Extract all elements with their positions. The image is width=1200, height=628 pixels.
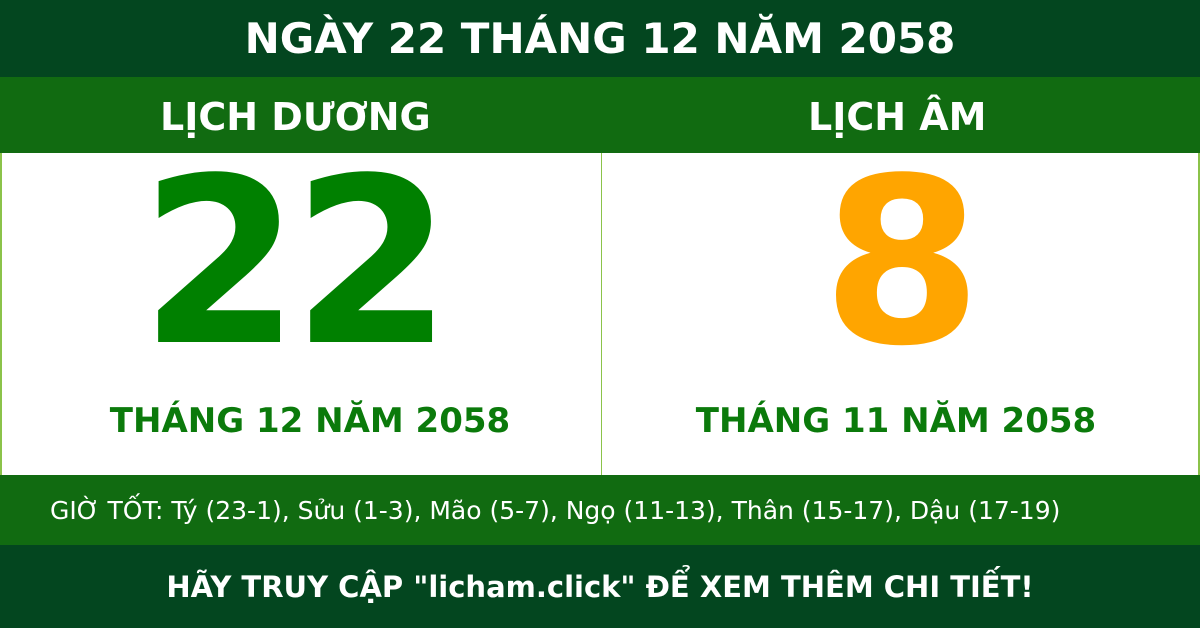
solar-label: LỊCH DƯƠNG: [160, 95, 431, 139]
column-divider: [601, 153, 602, 475]
footer-text: HÃY TRUY CẬP "licham.click" ĐỂ XEM THÊM …: [166, 569, 1034, 604]
solar-day: 22: [139, 130, 452, 397]
footer-banner: HÃY TRUY CẬP "licham.click" ĐỂ XEM THÊM …: [0, 545, 1200, 628]
solar-month-year: THÁNG 12 NĂM 2058: [109, 401, 511, 441]
title-text: NGÀY 22 THÁNG 12 NĂM 2058: [244, 14, 956, 63]
column-headers: LỊCH DƯƠNG LỊCH ÂM: [0, 77, 1200, 153]
page-title: NGÀY 22 THÁNG 12 NĂM 2058: [0, 0, 1200, 77]
good-hours-bar: GIỜ TỐT: Tý (23-1), Sửu (1-3), Mão (5-7)…: [0, 475, 1200, 545]
lunar-label: LỊCH ÂM: [808, 95, 987, 139]
calendar-body: 22 8 THÁNG 12 NĂM 2058 THÁNG 11 NĂM 2058: [0, 149, 1200, 475]
good-hours-text: GIỜ TỐT: Tý (23-1), Sửu (1-3), Mão (5-7)…: [50, 495, 1061, 525]
lunar-day: 8: [821, 130, 983, 397]
lunar-month-year: THÁNG 11 NĂM 2058: [695, 401, 1097, 441]
